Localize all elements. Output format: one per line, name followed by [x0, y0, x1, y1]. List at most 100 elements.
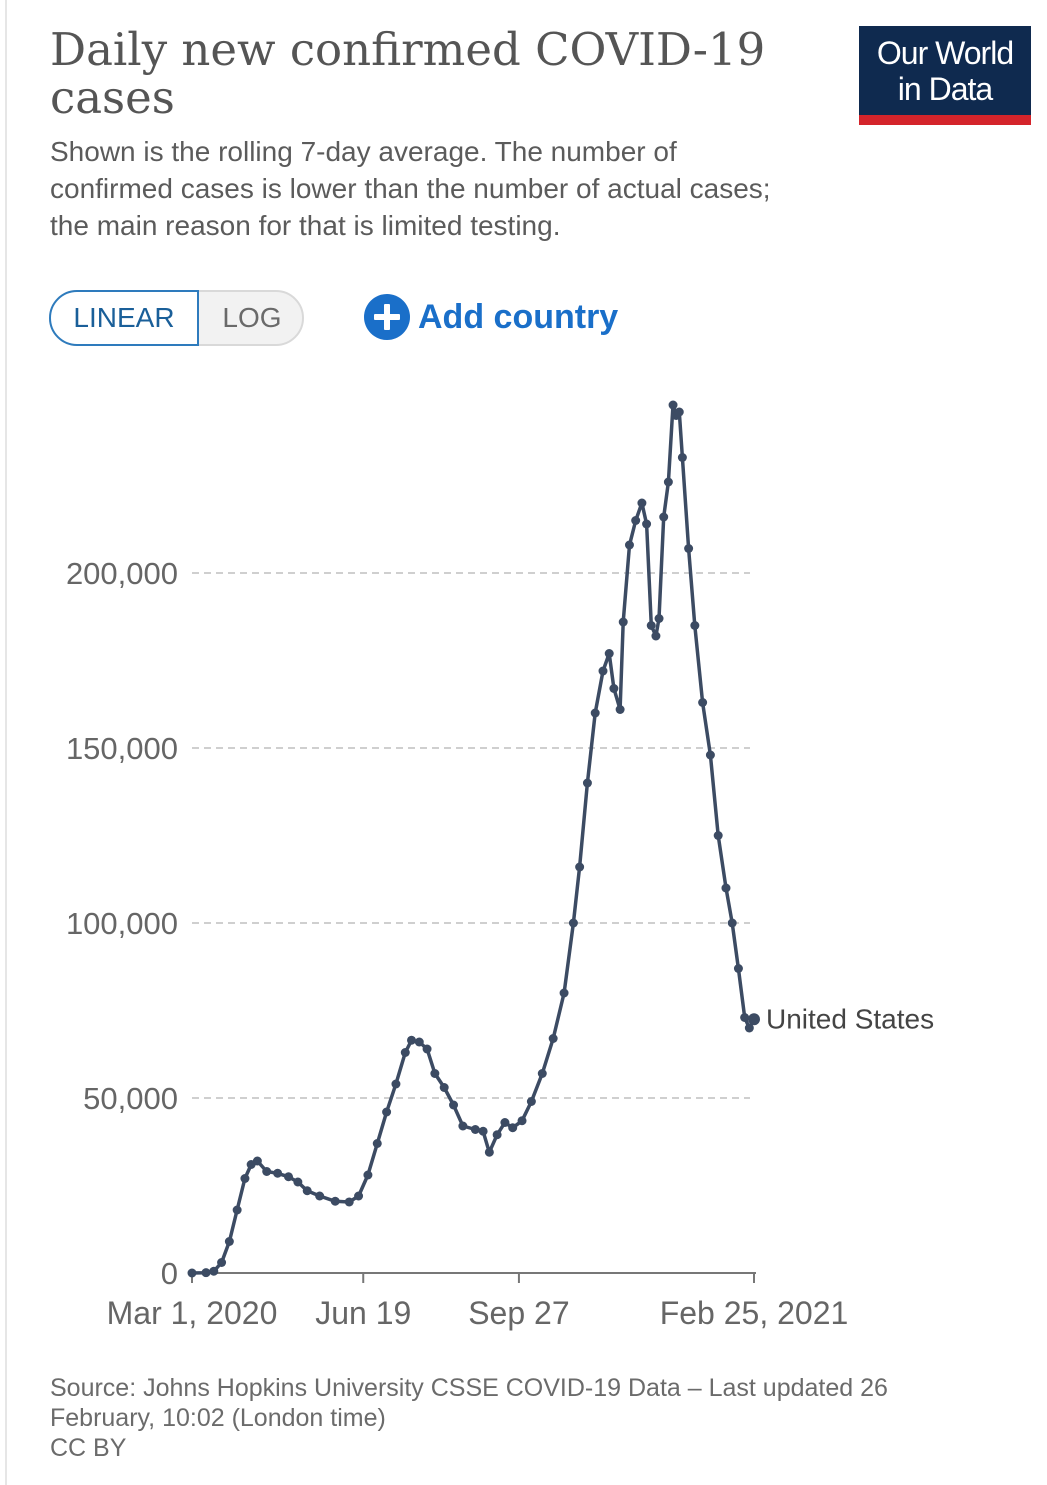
scale-toggle: LINEAR LOG: [49, 290, 304, 346]
plus-circle-icon: [364, 294, 410, 340]
data-point: [201, 1268, 211, 1278]
series-end-marker: [748, 1013, 760, 1026]
data-point: [354, 1191, 364, 1201]
data-point: [517, 1116, 527, 1126]
page-frame-edge: [5, 0, 7, 1485]
data-point: [740, 1013, 750, 1022]
data-point: [500, 1118, 510, 1127]
y-tick-label: 100,000: [66, 906, 178, 941]
data-point: [273, 1168, 283, 1178]
our-world-in-data-logo[interactable]: Our World in Data: [859, 26, 1031, 125]
log-scale-button[interactable]: LOG: [222, 302, 282, 333]
data-point: [344, 1197, 354, 1207]
y-tick-label: 200,000: [66, 556, 178, 591]
data-point: [744, 1023, 754, 1033]
x-tick-label: Mar 1, 2020: [107, 1295, 278, 1331]
data-point: [618, 617, 628, 627]
data-point: [713, 831, 723, 840]
data-point: [663, 477, 673, 487]
data-point: [690, 621, 700, 630]
data-point: [727, 918, 737, 928]
data-point: [537, 1069, 547, 1078]
data-point: [232, 1205, 242, 1215]
data-point: [252, 1156, 262, 1166]
data-point: [240, 1174, 250, 1183]
series-label-united-states: United States: [766, 1003, 934, 1034]
data-point: [637, 498, 647, 508]
data-point: [575, 862, 585, 872]
data-point: [559, 988, 569, 998]
chart-title: Daily new confirmed COVID-19 cases: [50, 23, 766, 124]
data-point: [733, 964, 743, 973]
data-point: [548, 1034, 558, 1043]
data-point: [284, 1172, 294, 1182]
data-point: [484, 1147, 494, 1157]
add-country-label: Add country: [418, 297, 619, 336]
license-text: CC BY: [50, 1434, 127, 1462]
data-point: [262, 1167, 272, 1176]
y-tick-label: 50,000: [83, 1081, 178, 1116]
data-point: [698, 698, 708, 707]
x-tick-label: Feb 25, 2021: [660, 1295, 849, 1331]
data-point: [492, 1130, 502, 1140]
data-point: [668, 400, 678, 410]
data-point: [400, 1048, 410, 1057]
data-point: [615, 705, 625, 714]
data-point: [302, 1186, 312, 1196]
data-point: [414, 1037, 424, 1047]
data-point: [439, 1083, 449, 1092]
data-point: [684, 544, 694, 553]
chart-subtitle: Shown is the rolling 7-day average. The …: [50, 136, 771, 241]
data-point: [372, 1139, 382, 1148]
data-point: [391, 1079, 401, 1089]
series-line-united-states: [191, 403, 756, 1275]
data-point: [470, 1125, 480, 1134]
y-tick-label: 0: [161, 1256, 178, 1291]
logo-accent-bar: [859, 115, 1031, 125]
data-point: [293, 1177, 303, 1187]
data-point: [582, 778, 592, 788]
data-point: [659, 512, 669, 522]
chart-source: Source: Johns Hopkins University CSSE CO…: [50, 1373, 990, 1463]
data-point: [624, 540, 634, 550]
data-point: [382, 1107, 392, 1117]
data-point: [430, 1069, 440, 1078]
data-point: [209, 1266, 219, 1276]
data-point: [217, 1258, 227, 1267]
data-point: [508, 1123, 518, 1133]
x-tick-label: Sep 27: [468, 1295, 569, 1331]
x-tick-label: Jun 19: [315, 1295, 411, 1331]
data-point: [631, 516, 641, 525]
data-point: [721, 883, 731, 893]
add-country-button[interactable]: Add country: [364, 292, 618, 342]
data-point: [651, 631, 661, 641]
data-point: [609, 684, 619, 693]
data-point: [674, 407, 684, 417]
data-point: [646, 621, 656, 630]
data-point: [224, 1237, 234, 1246]
data-point: [315, 1191, 325, 1201]
y-tick-label: 150,000: [66, 731, 178, 766]
data-point: [330, 1196, 340, 1206]
data-point: [478, 1126, 488, 1136]
data-point: [526, 1097, 536, 1106]
logo-line-1: Our World: [876, 35, 1014, 71]
data-point: [422, 1044, 432, 1054]
data-point: [590, 708, 600, 718]
data-point: [458, 1121, 468, 1131]
data-point: [407, 1035, 417, 1045]
data-point: [363, 1170, 373, 1180]
data-point: [568, 918, 578, 928]
logo-line-2: in Data: [897, 71, 993, 107]
data-point: [705, 750, 715, 760]
data-point: [677, 453, 687, 462]
data-point: [598, 666, 608, 676]
data-point: [642, 519, 652, 529]
linear-scale-button[interactable]: LINEAR: [49, 290, 199, 346]
data-point: [654, 614, 664, 623]
data-point: [187, 1268, 197, 1278]
source-text: Source: Johns Hopkins University CSSE CO…: [50, 1374, 888, 1432]
data-point: [604, 649, 614, 658]
data-point: [449, 1100, 459, 1110]
